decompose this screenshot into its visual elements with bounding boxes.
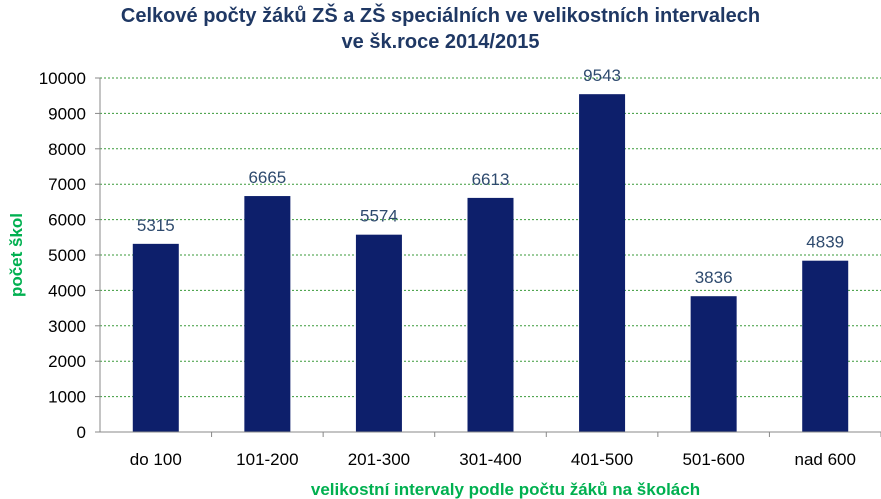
data-label: 5315 [137,216,175,235]
bar-301-400 [467,197,514,432]
x-tick-label: nad 600 [794,450,855,469]
y-tick-label: 6000 [48,211,86,230]
x-tick-label: 201-300 [348,450,410,469]
bar-501-600 [690,296,737,432]
y-tick-label: 9000 [48,104,86,123]
data-label: 9543 [583,66,621,85]
x-tick-label: 401-500 [571,450,633,469]
y-tick-label: 10000 [39,69,86,88]
chart-title-line-1: Celkové počty žáků ZŠ a ZŠ speciálních v… [120,5,761,27]
bar-nad-600 [802,260,849,432]
data-label: 5574 [360,207,398,226]
bar-do-100 [132,243,179,432]
y-tick-label: 0 [77,423,86,442]
data-label: 6613 [472,170,510,189]
x-axis-label: velikostní intervaly podle počtu žáků na… [311,480,700,499]
chart-title-line-2: ve šk.roce 2014/2015 [341,31,540,53]
x-tick-label: 101-200 [236,450,298,469]
bar-101-200 [244,196,291,432]
bar-401-500 [579,94,626,433]
x-tick-label: 301-400 [459,450,521,469]
x-tick-label: do 100 [130,450,182,469]
y-tick-label: 4000 [48,281,86,300]
y-tick-label: 5000 [48,246,86,265]
data-label: 4839 [806,233,844,252]
y-tick-label: 3000 [48,317,86,336]
data-label: 3836 [695,268,733,287]
y-tick-label: 8000 [48,140,86,159]
y-axis-label: počet škol [7,213,26,297]
y-tick-label: 2000 [48,352,86,371]
y-tick-label: 7000 [48,175,86,194]
y-tick-label: 1000 [48,388,86,407]
data-label: 6665 [248,168,286,187]
x-tick-label: 501-600 [682,450,744,469]
bar-201-300 [355,234,402,432]
